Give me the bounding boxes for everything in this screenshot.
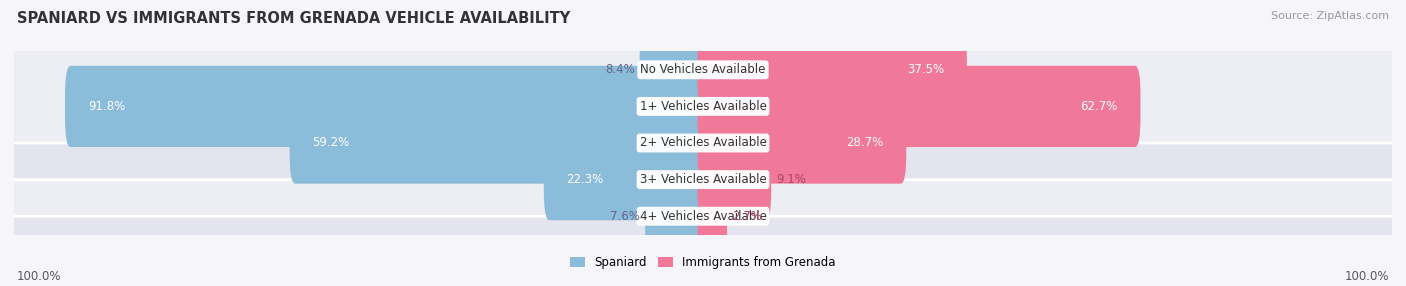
FancyBboxPatch shape [4, 143, 1402, 286]
Text: 7.6%: 7.6% [610, 210, 640, 223]
Text: 28.7%: 28.7% [846, 136, 883, 150]
Text: 91.8%: 91.8% [87, 100, 125, 113]
Text: 2.7%: 2.7% [733, 210, 762, 223]
Text: 8.4%: 8.4% [605, 63, 634, 76]
Text: 4+ Vehicles Available: 4+ Vehicles Available [640, 210, 766, 223]
Text: SPANIARD VS IMMIGRANTS FROM GRENADA VEHICLE AVAILABILITY: SPANIARD VS IMMIGRANTS FROM GRENADA VEHI… [17, 11, 569, 26]
FancyBboxPatch shape [697, 176, 727, 257]
Text: 9.1%: 9.1% [776, 173, 806, 186]
Text: No Vehicles Available: No Vehicles Available [640, 63, 766, 76]
Text: 3+ Vehicles Available: 3+ Vehicles Available [640, 173, 766, 186]
Text: 100.0%: 100.0% [1344, 270, 1389, 283]
FancyBboxPatch shape [544, 139, 709, 220]
Text: 100.0%: 100.0% [17, 270, 62, 283]
FancyBboxPatch shape [4, 0, 1402, 143]
FancyBboxPatch shape [640, 29, 709, 110]
FancyBboxPatch shape [697, 29, 967, 110]
FancyBboxPatch shape [65, 66, 709, 147]
FancyBboxPatch shape [697, 139, 772, 220]
Legend: Spaniard, Immigrants from Grenada: Spaniard, Immigrants from Grenada [571, 256, 835, 269]
FancyBboxPatch shape [4, 33, 1402, 180]
FancyBboxPatch shape [290, 102, 709, 184]
Text: 22.3%: 22.3% [567, 173, 603, 186]
Text: Source: ZipAtlas.com: Source: ZipAtlas.com [1271, 11, 1389, 21]
FancyBboxPatch shape [4, 70, 1402, 216]
Text: 1+ Vehicles Available: 1+ Vehicles Available [640, 100, 766, 113]
Text: 2+ Vehicles Available: 2+ Vehicles Available [640, 136, 766, 150]
FancyBboxPatch shape [697, 102, 907, 184]
Text: 59.2%: 59.2% [312, 136, 350, 150]
Text: 62.7%: 62.7% [1080, 100, 1118, 113]
FancyBboxPatch shape [697, 66, 1140, 147]
Text: 37.5%: 37.5% [907, 63, 945, 76]
FancyBboxPatch shape [645, 176, 709, 257]
FancyBboxPatch shape [4, 106, 1402, 253]
